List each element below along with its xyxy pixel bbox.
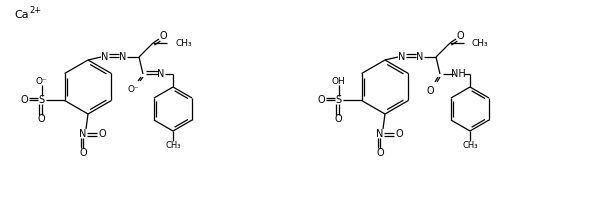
- Text: NH: NH: [451, 69, 465, 79]
- Text: O: O: [456, 31, 464, 41]
- Text: O: O: [395, 129, 403, 139]
- Text: O: O: [98, 129, 106, 139]
- Text: N: N: [416, 52, 424, 62]
- Text: O: O: [159, 31, 167, 41]
- Text: N: N: [80, 129, 87, 139]
- Text: N: N: [377, 129, 384, 139]
- Text: N: N: [119, 52, 127, 62]
- Text: S: S: [336, 95, 342, 105]
- Text: O: O: [79, 148, 87, 158]
- Text: CH₃: CH₃: [175, 38, 192, 48]
- Text: CH₃: CH₃: [165, 141, 181, 151]
- Text: CH₃: CH₃: [472, 38, 489, 48]
- Text: O: O: [38, 115, 45, 125]
- Text: O: O: [426, 86, 434, 96]
- Text: N: N: [399, 52, 406, 62]
- Text: OH: OH: [331, 77, 346, 86]
- Text: O⁻: O⁻: [127, 85, 139, 93]
- Text: N: N: [157, 69, 165, 79]
- Text: CH₃: CH₃: [462, 141, 478, 151]
- Text: 2+: 2+: [29, 6, 41, 16]
- Text: S: S: [39, 95, 45, 105]
- Text: O: O: [376, 148, 384, 158]
- Text: Ca: Ca: [14, 10, 29, 20]
- Text: O: O: [318, 95, 326, 105]
- Text: O⁻: O⁻: [36, 77, 48, 86]
- Text: O: O: [21, 95, 29, 105]
- Text: N: N: [102, 52, 109, 62]
- Text: O: O: [335, 115, 342, 125]
